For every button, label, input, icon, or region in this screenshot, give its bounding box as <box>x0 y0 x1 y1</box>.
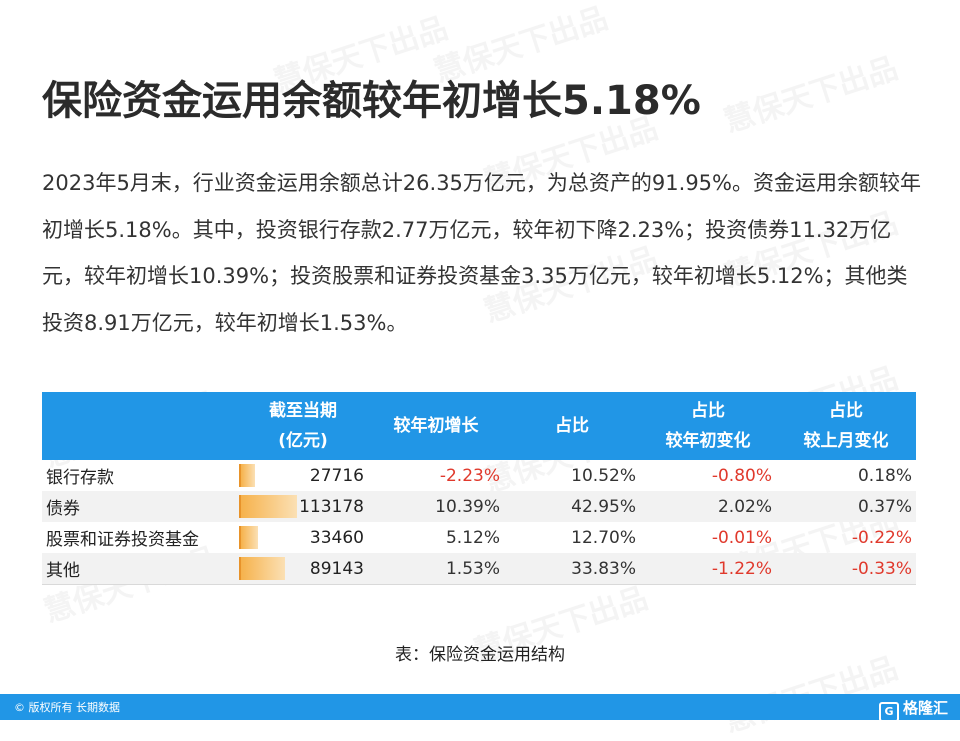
growth-value: -2.23% <box>439 465 500 486</box>
header-share-ytd: 占比 较年初变化 <box>640 392 776 460</box>
row-category: 银行存款 <box>46 468 114 488</box>
watermark: 慧保天下出品 <box>720 50 903 140</box>
share-mom-value: 0.18% <box>857 465 912 486</box>
brand-logo: G 格隆汇 <box>878 697 948 722</box>
share-mom-value: 0.37% <box>776 491 916 522</box>
header-amount-line1: 截至当期 <box>269 401 337 421</box>
header-share-ytd-line2: 较年初变化 <box>665 431 751 451</box>
table-caption: 表：保险资金运用结构 <box>395 645 565 665</box>
share-value: 33.83% <box>504 553 640 585</box>
amount-cell: 33460 <box>238 522 368 553</box>
row-category: 其他 <box>42 553 238 585</box>
amount-value: 33460 <box>309 527 364 548</box>
amount-value: 89143 <box>309 558 364 579</box>
header-share-mom-line1: 占比 <box>829 401 863 421</box>
table-header-row: 截至当期 (亿元) 较年初增长 占比 占比 较年初变化 占比 较上月变化 <box>42 392 916 460</box>
row-category: 股票和证券投资基金 <box>46 530 199 550</box>
summary-paragraph: 2023年5月末，行业资金运用余额总计26.35万亿元，为总资产的91.95%。… <box>42 171 921 335</box>
growth-value: 5.12% <box>445 527 500 548</box>
amount-value: 27716 <box>309 465 364 486</box>
amount-bar <box>239 526 258 549</box>
header-amount-line2: (亿元) <box>278 431 328 451</box>
header-growth: 较年初增长 <box>368 392 504 460</box>
header-share-ytd-line1: 占比 <box>691 401 725 421</box>
amount-cell: 113178 <box>238 491 368 522</box>
header-share-mom: 占比 较上月变化 <box>776 392 916 460</box>
share-mom-value: -0.22% <box>851 527 912 548</box>
amount-bar <box>239 557 285 580</box>
header-share-mom-line2: 较上月变化 <box>803 431 889 451</box>
brand-icon: G <box>878 702 899 722</box>
growth-value: 10.39% <box>368 491 504 522</box>
amount-cell: 89143 <box>238 553 368 585</box>
table-row: 债券 113178 10.39% 42.95% 2.02% 0.37% <box>42 491 916 522</box>
copyright-text: © 版权所有 长期数据 <box>14 701 120 714</box>
growth-value: 1.53% <box>368 553 504 585</box>
share-ytd-value: 2.02% <box>640 491 776 522</box>
share-ytd-value: -0.80% <box>711 465 772 486</box>
amount-bar <box>239 464 255 487</box>
share-value: 12.70% <box>571 527 636 548</box>
table-row: 股票和证券投资基金 33460 5.12% 12.70% -0.01% -0.2… <box>42 522 916 553</box>
amount-cell: 27716 <box>238 460 368 491</box>
amount-value: 113178 <box>299 496 364 517</box>
page-title: 保险资金运用余额较年初增长5.18% <box>42 78 701 124</box>
investment-structure-table: 截至当期 (亿元) 较年初增长 占比 占比 较年初变化 占比 较上月变化 银行存… <box>42 392 916 585</box>
table-row: 银行存款 27716 -2.23% 10.52% -0.80% 0.18% <box>42 460 916 491</box>
header-share: 占比 <box>504 392 640 460</box>
header-amount: 截至当期 (亿元) <box>238 392 368 460</box>
brand-name: 格隆汇 <box>902 699 948 717</box>
share-ytd-value: -0.01% <box>711 527 772 548</box>
header-category <box>42 392 238 460</box>
row-category: 债券 <box>42 491 238 522</box>
share-value: 42.95% <box>504 491 640 522</box>
share-value: 10.52% <box>571 465 636 486</box>
table-row: 其他 89143 1.53% 33.83% -1.22% -0.33% <box>42 553 916 585</box>
share-ytd-value: -1.22% <box>640 553 776 585</box>
share-mom-value: -0.33% <box>776 553 916 585</box>
amount-bar <box>239 495 297 518</box>
footer-bar: © 版权所有 长期数据 G 格隆汇 <box>0 694 960 722</box>
